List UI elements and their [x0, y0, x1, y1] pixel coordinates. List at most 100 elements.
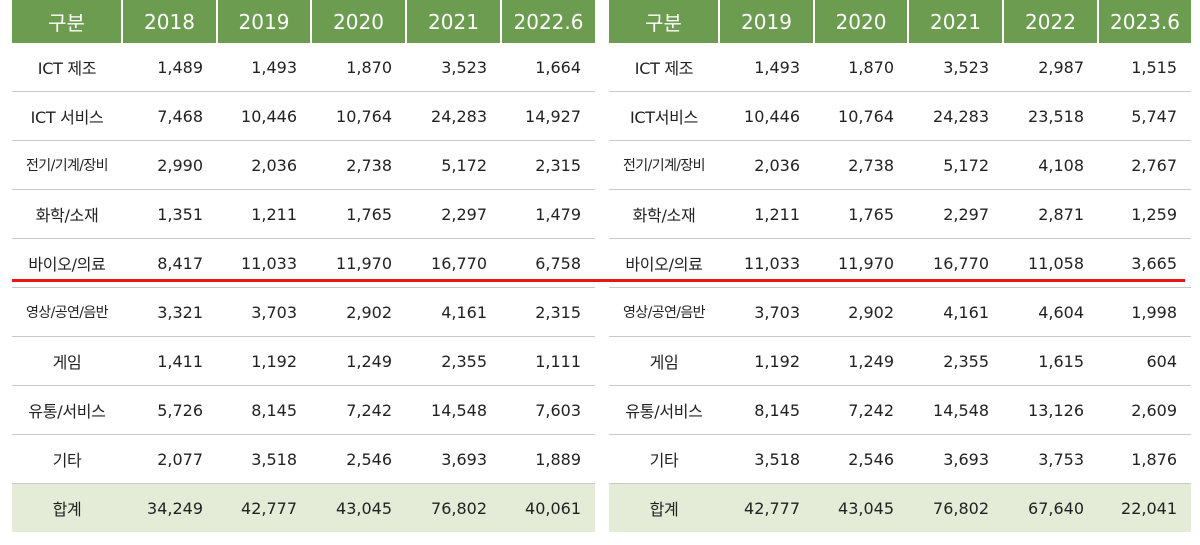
row-category: 전기/기계/장비	[609, 140, 719, 190]
row-category: ICT 서비스	[12, 91, 122, 141]
table-row: 게임 1,192 1,249 2,355 1,615 604	[609, 336, 1191, 386]
cell-value: 7,242	[814, 385, 908, 435]
total-row: 합계 34,249 42,777 43,045 76,802 40,061	[12, 483, 595, 532]
row-category: 게임	[609, 336, 719, 386]
cell-value: 5,172	[406, 140, 501, 190]
table-row: ICT 제조 1,489 1,493 1,870 3,523 1,664	[12, 43, 595, 92]
row-category: 기타	[12, 434, 122, 484]
cell-value: 14,927	[501, 91, 595, 141]
cell-value: 1,211	[217, 189, 311, 239]
cell-value: 1,765	[814, 189, 908, 239]
cell-value: 2,990	[122, 140, 217, 190]
cell-value: 2,738	[311, 140, 406, 190]
table-row: ICT 서비스 7,468 10,446 10,764 24,283 14,92…	[12, 91, 595, 141]
cell-value: 2,546	[311, 434, 406, 484]
table-row: 화학/소재 1,351 1,211 1,765 2,297 1,479	[12, 189, 595, 239]
row-category: 유통/서비스	[609, 385, 719, 435]
cell-value: 3,693	[908, 434, 1003, 484]
row-category: ICT 제조	[609, 43, 719, 92]
cell-value: 3,693	[406, 434, 501, 484]
investment-table-right: 구분 2019 2020 2021 2022 2023.6 ICT 제조 1,4…	[609, 0, 1191, 532]
cell-value: 8,145	[217, 385, 311, 435]
table-row: 영상/공연/음반 3,703 2,902 4,161 4,604 1,998	[609, 287, 1191, 337]
cell-value: 3,703	[217, 287, 311, 337]
row-category: ICT 제조	[12, 43, 122, 92]
table-row: 기타 2,077 3,518 2,546 3,693 1,889	[12, 434, 595, 484]
cell-value: 13,126	[1003, 385, 1098, 435]
cell-value: 7,603	[501, 385, 595, 435]
header-year: 2019	[216, 0, 311, 43]
cell-value: 2,546	[814, 434, 908, 484]
cell-value: 2,077	[122, 434, 217, 484]
row-category: 영상/공연/음반	[609, 287, 719, 337]
table-row: 유통/서비스 8,145 7,242 14,548 13,126 2,609	[609, 385, 1191, 435]
cell-value: 1,211	[719, 189, 814, 239]
cell-value: 3,703	[719, 287, 814, 337]
header-category: 구분	[12, 0, 122, 43]
cell-value: 3,518	[719, 434, 814, 484]
cell-value: 14,548	[908, 385, 1003, 435]
cell-value: 1,615	[1003, 336, 1098, 386]
cell-value: 5,172	[908, 140, 1003, 190]
total-value: 43,045	[814, 483, 908, 532]
total-value: 40,061	[501, 483, 595, 532]
cell-value: 1,351	[122, 189, 217, 239]
table-row: 유통/서비스 5,726 8,145 7,242 14,548 7,603	[12, 385, 595, 435]
cell-value: 2,738	[814, 140, 908, 190]
cell-value: 2,871	[1003, 189, 1098, 239]
table-row: ICT서비스 10,446 10,764 24,283 23,518 5,747	[609, 91, 1191, 141]
row-category: 화학/소재	[12, 189, 122, 239]
cell-value: 2,297	[908, 189, 1003, 239]
total-value: 76,802	[908, 483, 1003, 532]
header-year: 2022.6	[500, 0, 595, 43]
header-year: 2022	[1002, 0, 1098, 43]
header-year: 2021	[405, 0, 501, 43]
cell-value: 10,446	[719, 91, 814, 141]
cell-value: 1,411	[122, 336, 217, 386]
total-value: 42,777	[719, 483, 814, 532]
cell-value: 1,249	[814, 336, 908, 386]
cell-value: 2,036	[217, 140, 311, 190]
cell-value: 4,161	[406, 287, 501, 337]
cell-value: 2,036	[719, 140, 814, 190]
cell-value: 2,987	[1003, 43, 1098, 92]
header-year: 2021	[907, 0, 1003, 43]
cell-value: 3,753	[1003, 434, 1098, 484]
total-value: 34,249	[122, 483, 217, 532]
cell-value: 2,355	[908, 336, 1003, 386]
row-category: 영상/공연/음반	[12, 287, 122, 337]
header-year: 2019	[718, 0, 814, 43]
table-row: ICT 제조 1,493 1,870 3,523 2,987 1,515	[609, 43, 1191, 92]
cell-value: 3,523	[406, 43, 501, 92]
total-row: 합계 42,777 43,045 76,802 67,640 22,041	[609, 483, 1191, 532]
cell-value: 4,161	[908, 287, 1003, 337]
cell-value: 7,468	[122, 91, 217, 141]
cell-value: 2,902	[311, 287, 406, 337]
cell-value: 1,493	[719, 43, 814, 92]
cell-value: 24,283	[908, 91, 1003, 141]
cell-value: 23,518	[1003, 91, 1098, 141]
cell-value: 1,876	[1098, 434, 1191, 484]
total-value: 22,041	[1098, 483, 1191, 532]
cell-value: 1,664	[501, 43, 595, 92]
cell-value: 3,518	[217, 434, 311, 484]
row-category: ICT서비스	[609, 91, 719, 141]
header-year: 2018	[121, 0, 217, 43]
cell-value: 2,297	[406, 189, 501, 239]
table-row: 기타 3,518 2,546 3,693 3,753 1,876	[609, 434, 1191, 484]
cell-value: 1,489	[122, 43, 217, 92]
header-year: 2020	[813, 0, 908, 43]
row-category: 기타	[609, 434, 719, 484]
row-category: 게임	[12, 336, 122, 386]
cell-value: 4,108	[1003, 140, 1098, 190]
cell-value: 24,283	[406, 91, 501, 141]
cell-value: 4,604	[1003, 287, 1098, 337]
total-value: 67,640	[1003, 483, 1098, 532]
total-label: 합계	[609, 483, 719, 532]
investment-table-left: 구분 2018 2019 2020 2021 2022.6 ICT 제조 1,4…	[12, 0, 595, 532]
cell-value: 2,767	[1098, 140, 1191, 190]
cell-value: 2,609	[1098, 385, 1191, 435]
cell-value: 3,321	[122, 287, 217, 337]
cell-value: 2,315	[501, 287, 595, 337]
cell-value: 1,111	[501, 336, 595, 386]
